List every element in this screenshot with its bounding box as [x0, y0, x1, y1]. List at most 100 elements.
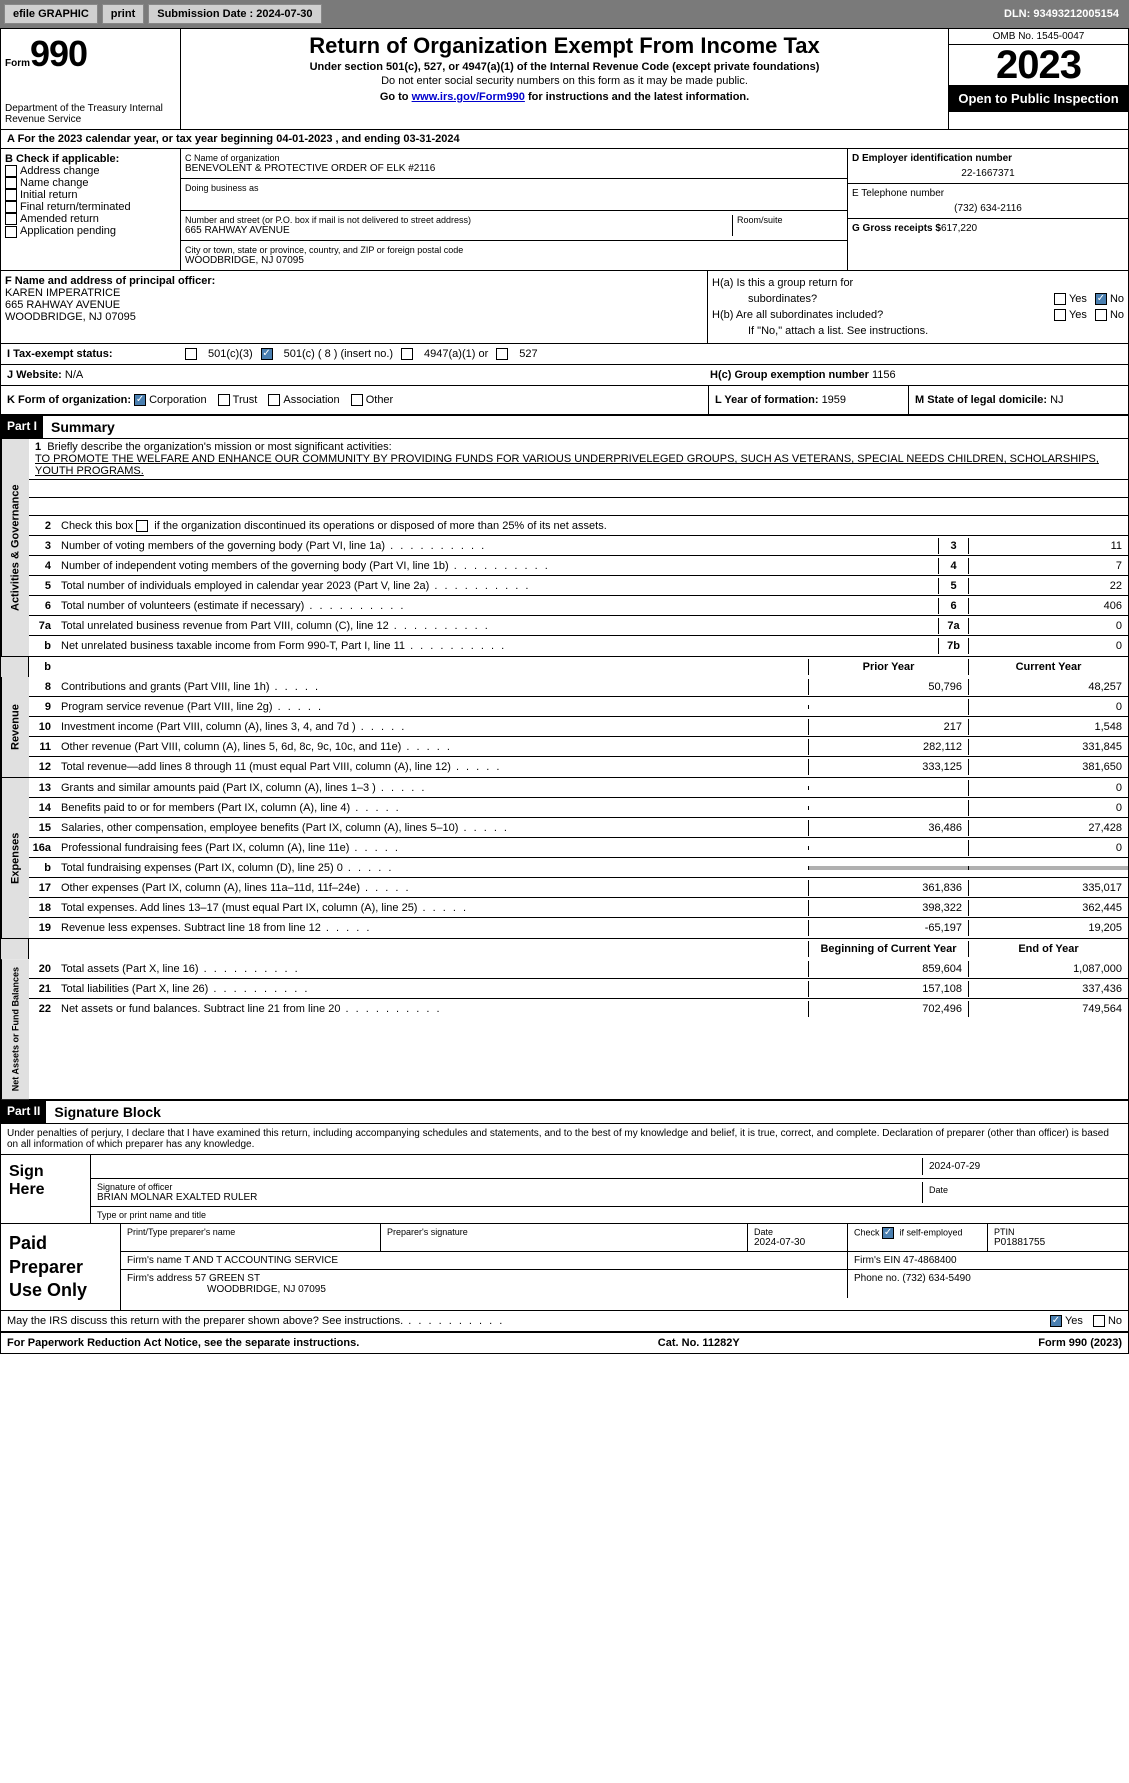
mission-blank-1: [29, 480, 1128, 498]
irs-discuss-row: May the IRS discuss this return with the…: [1, 1311, 1128, 1333]
year-header-spacer: [1, 657, 29, 677]
row-num: 4: [29, 560, 57, 572]
row-num: 7a: [29, 620, 57, 632]
prep-name-label: Print/Type preparer's name: [127, 1227, 374, 1237]
chk-final-return[interactable]: [5, 201, 17, 213]
row-prior: 333,125: [808, 759, 968, 775]
table-row: 13 Grants and similar amounts paid (Part…: [29, 778, 1128, 798]
period-pre: A For the 2023 calendar year, or tax yea…: [7, 133, 276, 145]
subtitle-3: Go to www.irs.gov/Form990 for instructio…: [185, 91, 944, 103]
chk-other[interactable]: [351, 394, 363, 406]
hc-value: 1156: [872, 369, 896, 381]
chk-501c3[interactable]: [185, 348, 197, 360]
ein-label: D Employer identification number: [852, 153, 1124, 164]
room-label: Room/suite: [737, 215, 843, 225]
table-row: 10 Investment income (Part VIII, column …: [29, 717, 1128, 737]
chk-initial-return[interactable]: [5, 189, 17, 201]
row-current: 19,205: [968, 920, 1128, 936]
row-begin: 702,496: [808, 1001, 968, 1017]
print-button[interactable]: print: [102, 4, 144, 24]
chk-hb-yes[interactable]: [1054, 309, 1066, 321]
form-header: Form990 Department of the Treasury Inter…: [1, 29, 1128, 130]
row-box: 4: [938, 558, 968, 574]
row-text: Program service revenue (Part VIII, line…: [57, 699, 808, 715]
chk-discuss-no[interactable]: [1093, 1315, 1105, 1327]
chk-trust[interactable]: [218, 394, 230, 406]
prep-date: 2024-07-30: [754, 1237, 841, 1248]
chk-name-change[interactable]: [5, 177, 17, 189]
row-num: 14: [29, 802, 57, 814]
row-current: 1,548: [968, 719, 1128, 735]
line2-num: 2: [29, 520, 57, 532]
period-end: 03-31-2024: [403, 133, 459, 145]
sig-date: 2024-07-29: [922, 1158, 1122, 1175]
row-num: 20: [29, 963, 57, 975]
chk-application-pending[interactable]: [5, 226, 17, 238]
table-row: b Net unrelated business taxable income …: [29, 636, 1128, 656]
row-prior: -65,197: [808, 920, 968, 936]
street-value: 665 RAHWAY AVENUE: [185, 225, 728, 236]
row-box: 5: [938, 578, 968, 594]
sig-date-label: Date: [929, 1185, 1116, 1195]
officer-label: F Name and address of principal officer:: [5, 275, 703, 287]
row-text: Other expenses (Part IX, column (A), lin…: [57, 880, 808, 896]
submission-date-button[interactable]: Submission Date : 2024-07-30: [148, 4, 321, 24]
row-prior: 398,322: [808, 900, 968, 916]
chk-hb-no[interactable]: [1095, 309, 1107, 321]
firm-addr-label: Firm's address: [127, 1273, 195, 1284]
form-container: Form990 Department of the Treasury Inter…: [0, 28, 1129, 1354]
row-text: Contributions and grants (Part VIII, lin…: [57, 679, 808, 695]
row-text: Total assets (Part X, line 16): [57, 961, 808, 977]
chk-address-change[interactable]: [5, 165, 17, 177]
part1-label: Part I: [1, 416, 43, 438]
status-row: I Tax-exempt status: 501(c)(3) 501(c) ( …: [1, 344, 1128, 365]
firm-phone-label: Phone no.: [854, 1273, 902, 1284]
chk-527[interactable]: [496, 348, 508, 360]
website-hc-row: J Website: N/A H(c) Group exemption numb…: [1, 365, 1128, 386]
form-number: 990: [30, 33, 87, 74]
row-end: 749,564: [968, 1001, 1128, 1017]
goto-post: for instructions and the latest informat…: [525, 91, 749, 103]
firm-name: T AND T ACCOUNTING SERVICE: [184, 1255, 338, 1266]
year-header-section: b Prior Year Current Year: [1, 657, 1128, 677]
netassets-section: Net Assets or Fund Balances 20 Total ass…: [1, 959, 1128, 1101]
sig-officer-label: Signature of officer: [97, 1182, 922, 1192]
chk-discuss-yes[interactable]: [1050, 1315, 1062, 1327]
chk-assoc[interactable]: [268, 394, 280, 406]
chk-line2[interactable]: [136, 520, 148, 532]
state-domicile-label: M State of legal domicile:: [915, 394, 1050, 406]
org-name-label: C Name of organization: [185, 153, 843, 163]
row-prior: 217: [808, 719, 968, 735]
row-num: b: [29, 640, 57, 652]
city-value: WOODBRIDGE, NJ 07095: [185, 255, 843, 266]
gross-label: G Gross receipts $: [852, 223, 941, 234]
hb-yes: Yes: [1069, 309, 1087, 321]
chk-self-employed[interactable]: [882, 1227, 894, 1239]
chk-corp[interactable]: [134, 394, 146, 406]
row-current: [968, 866, 1128, 870]
prep-sig-label: Preparer's signature: [387, 1227, 741, 1237]
efile-graphic-button[interactable]: efile GRAPHIC: [4, 4, 98, 24]
chk-4947[interactable]: [401, 348, 413, 360]
end-year-header: End of Year: [968, 941, 1128, 957]
governance-vert-label: Activities & Governance: [1, 439, 29, 656]
lbl-501c-other: 501(c) ( 8 ) (insert no.): [284, 348, 393, 360]
netassets-header-section: Beginning of Current Year End of Year: [1, 939, 1128, 959]
firm-city: WOODBRIDGE, NJ 07095: [127, 1284, 326, 1295]
penalty-text: Under penalties of perjury, I declare th…: [1, 1124, 1128, 1155]
chk-ha-no[interactable]: [1095, 293, 1107, 305]
firm-addr: 57 GREEN ST: [195, 1273, 260, 1284]
row-num: 3: [29, 540, 57, 552]
table-row: 5 Total number of individuals employed i…: [29, 576, 1128, 596]
chk-amended-return[interactable]: [5, 213, 17, 225]
prior-year-header: Prior Year: [808, 659, 968, 675]
irs-link[interactable]: www.irs.gov/Form990: [412, 91, 525, 103]
section-fh: F Name and address of principal officer:…: [1, 271, 1128, 344]
row-num: 10: [29, 721, 57, 733]
dba-label: Doing business as: [185, 183, 843, 193]
chk-501c-other[interactable]: [261, 348, 273, 360]
table-row: 19 Revenue less expenses. Subtract line …: [29, 918, 1128, 938]
ha-no: No: [1110, 293, 1124, 305]
chk-ha-yes[interactable]: [1054, 293, 1066, 305]
governance-section: Activities & Governance 1 Briefly descri…: [1, 439, 1128, 657]
